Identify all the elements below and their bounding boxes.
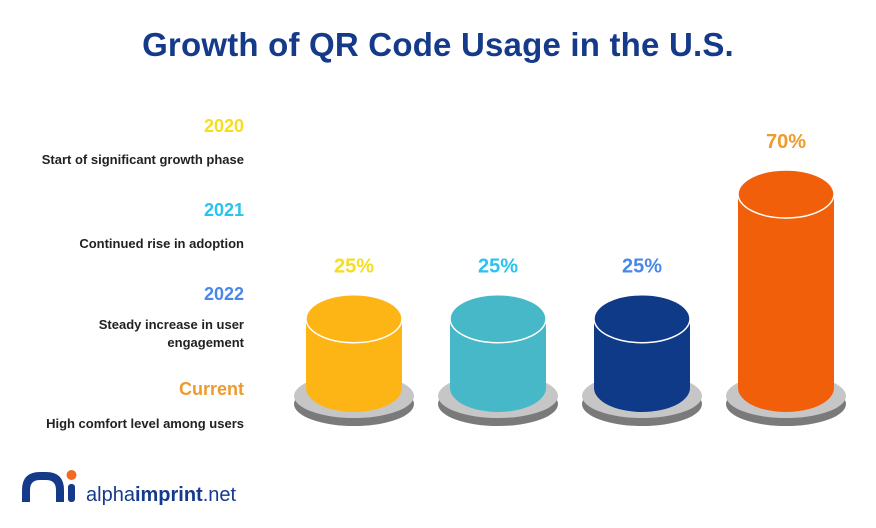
brand-logo: alphaimprint.net bbox=[18, 464, 258, 508]
legend: 2020 Start of significant growth phase 2… bbox=[0, 0, 250, 528]
logo-text: alphaimprint.net bbox=[86, 484, 237, 506]
value-label: 70% bbox=[766, 131, 806, 153]
bar-body bbox=[306, 318, 402, 412]
legend-desc-2022: Steady increase in user engagement bbox=[98, 317, 244, 350]
legend-year-2020: 2020 bbox=[203, 116, 244, 136]
value-label: 25% bbox=[334, 256, 374, 278]
bar-top bbox=[593, 293, 691, 344]
bar-top bbox=[449, 293, 547, 344]
bar-body bbox=[450, 318, 546, 412]
legend-desc-2020: Start of significant growth phase bbox=[41, 152, 244, 167]
bar-chart: 25% 25% 25% 70% bbox=[294, 131, 846, 426]
legend-desc-2021: Continued rise in adoption bbox=[79, 236, 244, 251]
bar-body bbox=[738, 194, 834, 412]
bar-top bbox=[737, 169, 835, 219]
logo-mark-icon bbox=[22, 470, 77, 502]
value-label: 25% bbox=[478, 256, 518, 278]
legend-year-2022: 2022 bbox=[203, 284, 244, 304]
legend-year-current: Current bbox=[178, 379, 244, 399]
bar-body bbox=[594, 318, 690, 412]
value-label: 25% bbox=[622, 256, 662, 278]
legend-desc-current: High comfort level among users bbox=[46, 416, 244, 431]
bar-top bbox=[305, 293, 403, 344]
legend-year-2021: 2021 bbox=[203, 200, 244, 220]
chart-title: Growth of QR Code Usage in the U.S. bbox=[142, 26, 734, 63]
